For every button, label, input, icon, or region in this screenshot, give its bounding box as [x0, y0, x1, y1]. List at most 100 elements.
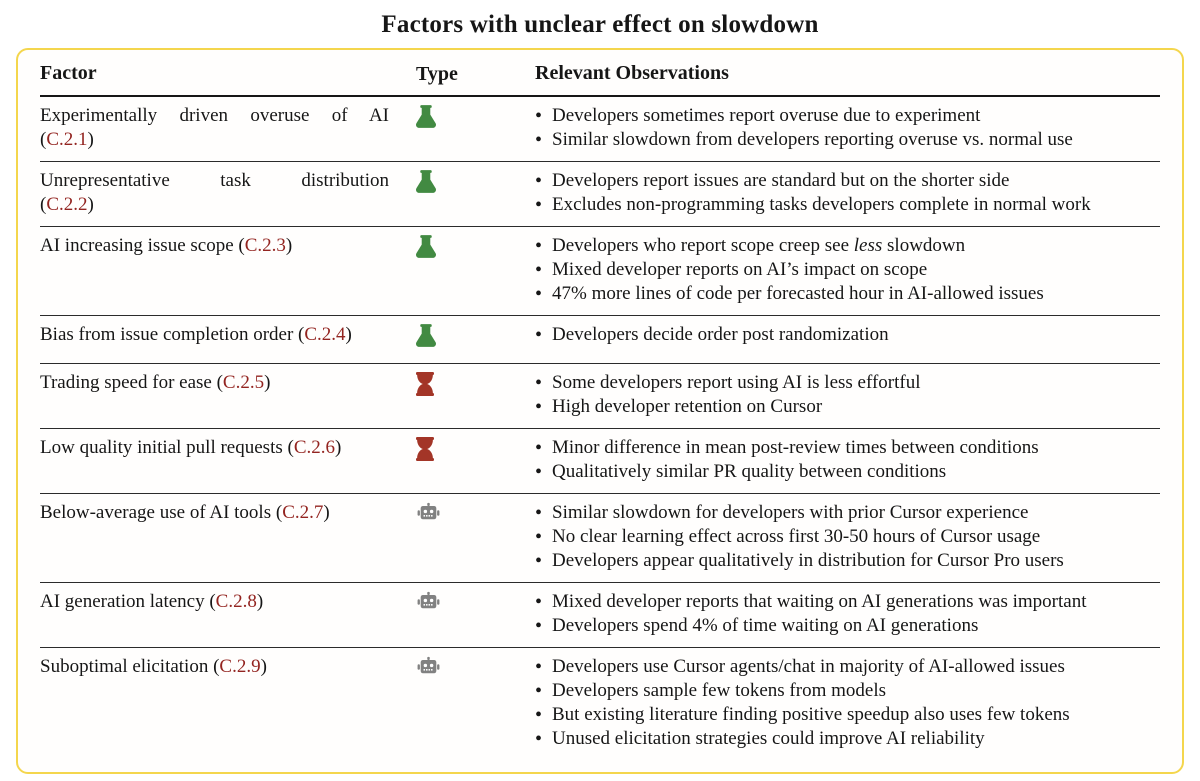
factors-table: Factor Type Relevant Observations Experi…: [16, 48, 1184, 774]
observation-item: • Developers sometimes report overuse due…: [535, 104, 1160, 128]
observation-text: Developers sample few tokens from models: [552, 680, 886, 701]
table-row: Unrepresentative task distribution (C.2.…: [40, 162, 1160, 227]
bullet-icon: •: [535, 324, 543, 346]
observation-text: Qualitatively similar PR quality between…: [552, 461, 947, 482]
type-cell: [413, 323, 535, 354]
observations-cell: • Minor difference in mean post-review ti…: [535, 436, 1160, 484]
section-ref-link[interactable]: C.2.9: [219, 656, 261, 677]
page-title: Factors with unclear effect on slowdown: [381, 11, 819, 38]
observation-item: • Mixed developer reports on AI’s impact …: [535, 258, 1160, 282]
paren: (: [213, 656, 220, 677]
observation-item: • Some developers report using AI is less…: [535, 371, 1160, 395]
paren: ): [87, 129, 94, 150]
factor-cell: AI increasing issue scope (C.2.3): [40, 234, 413, 306]
observation-item: • Developers spend 4% of time waiting on …: [535, 614, 1160, 638]
observation-text: But existing literature finding positive…: [552, 704, 1070, 725]
observation-text: Minor difference in mean post-review tim…: [552, 437, 1039, 458]
bullet-icon: •: [535, 550, 543, 572]
factor-label: AI increasing issue scope: [40, 235, 234, 256]
bullet-icon: •: [535, 283, 543, 305]
type-cell: [413, 655, 535, 751]
bullet-icon: •: [535, 615, 543, 637]
observation-item: • Excludes non-programming tasks develope…: [535, 193, 1160, 217]
factor-cell: AI generation latency (C.2.8): [40, 590, 413, 638]
section-ref-link[interactable]: C.2.6: [293, 437, 336, 458]
observation-text: Similar slowdown from developers reporti…: [552, 129, 1073, 150]
observation-item: • Developers decide order post randomizat…: [535, 323, 1160, 347]
flask-icon: [416, 170, 436, 193]
observation-text: High developer retention on Cursor: [552, 396, 823, 417]
paren: ): [285, 235, 293, 256]
observation-item: • Developers appear qualitatively in dist…: [535, 549, 1160, 573]
paren: (: [287, 437, 294, 458]
table-header: Factor Type Relevant Observations: [40, 55, 1160, 97]
section-ref-link[interactable]: C.2.5: [222, 372, 265, 393]
factor-cell: Below-average use of AI tools (C.2.7): [40, 501, 413, 573]
section-ref-link[interactable]: C.2.7: [282, 502, 324, 523]
factor-ref-line: (C.2.2): [40, 193, 389, 217]
observation-item: • Similar slowdown for developers with pr…: [535, 501, 1160, 525]
bullet-icon: •: [535, 728, 543, 750]
section-ref-link[interactable]: C.2.1: [46, 129, 88, 150]
observation-item: • But existing literature finding positiv…: [535, 703, 1160, 727]
section-ref-link[interactable]: C.2.8: [215, 591, 257, 612]
type-cell: [413, 371, 535, 419]
factor-cell: Suboptimal elicitation (C.2.9): [40, 655, 413, 751]
paren: ): [323, 502, 330, 523]
observations-cell: • Similar slowdown for developers with pr…: [535, 501, 1160, 573]
factor-ref-line: (C.2.1): [40, 128, 389, 152]
observation-item: • Minor difference in mean post-review ti…: [535, 436, 1160, 460]
observation-text: Mixed developer reports on AI’s impact o…: [552, 259, 928, 280]
paren: ): [335, 437, 342, 458]
paren: (: [238, 235, 245, 256]
bullet-icon: •: [535, 437, 543, 459]
flask-icon: [416, 324, 436, 347]
paren: ): [256, 591, 264, 612]
bullet-icon: •: [535, 656, 543, 678]
observations-cell: • Developers use Cursor agents/chat in ma…: [535, 655, 1160, 751]
observations-cell: • Some developers report using AI is less…: [535, 371, 1160, 419]
paren: (: [40, 194, 47, 215]
hourglass-icon: [416, 372, 434, 396]
paren: ): [345, 324, 352, 345]
table-row: Below-average use of AI tools (C.2.7) • Si…: [40, 494, 1160, 583]
section-ref-link[interactable]: C.2.4: [304, 324, 346, 345]
flask-icon: [416, 235, 436, 258]
paren: ): [87, 194, 94, 215]
factor-label: Bias from issue completion order: [40, 324, 294, 345]
robot-icon: [416, 591, 441, 613]
observation-text: Developers who report scope creep see le…: [552, 235, 966, 256]
section-ref-link[interactable]: C.2.3: [244, 235, 286, 256]
type-cell: [413, 234, 535, 306]
factor-label: Experimentally driven overuse of AI: [40, 105, 389, 126]
observations-cell: • Developers sometimes report overuse due…: [535, 104, 1160, 152]
bullet-icon: •: [535, 194, 543, 216]
bullet-icon: •: [535, 591, 543, 613]
observation-item: • Developers sample few tokens from model…: [535, 679, 1160, 703]
observation-text: Some developers report using AI is less …: [552, 372, 921, 393]
observation-item: • Developers who report scope creep see l…: [535, 234, 1160, 258]
header-type: Type: [416, 63, 458, 85]
observations-cell: • Developers decide order post randomizat…: [535, 323, 1160, 354]
observations-cell: • Mixed developer reports that waiting on…: [535, 590, 1160, 638]
factor-cell: Bias from issue completion order (C.2.4): [40, 323, 413, 354]
bullet-icon: •: [535, 105, 543, 127]
observation-text: Mixed developer reports that waiting on …: [552, 591, 1087, 612]
observation-text: Developers report issues are standard bu…: [552, 170, 1010, 191]
observation-text: Developers appear qualitatively in distr…: [552, 550, 1064, 571]
bullet-icon: •: [535, 704, 543, 726]
factor-cell: Unrepresentative task distribution (C.2.…: [40, 169, 413, 217]
section-ref-link[interactable]: C.2.2: [46, 194, 88, 215]
paren: (: [40, 129, 47, 150]
paren: ): [264, 372, 271, 393]
observation-item: • Qualitatively similar PR quality betwee…: [535, 460, 1160, 484]
bullet-icon: •: [535, 235, 543, 257]
factor-label: Below-average use of AI tools: [40, 502, 272, 523]
table-row: AI generation latency (C.2.8) • Mixed deve…: [40, 583, 1160, 648]
flask-icon: [416, 105, 436, 128]
bullet-icon: •: [535, 461, 543, 483]
bullet-icon: •: [535, 526, 543, 548]
table-row: Low quality initial pull requests (C.2.6)…: [40, 429, 1160, 494]
factor-label: Trading speed for ease: [40, 372, 212, 393]
paren: (: [275, 502, 283, 523]
